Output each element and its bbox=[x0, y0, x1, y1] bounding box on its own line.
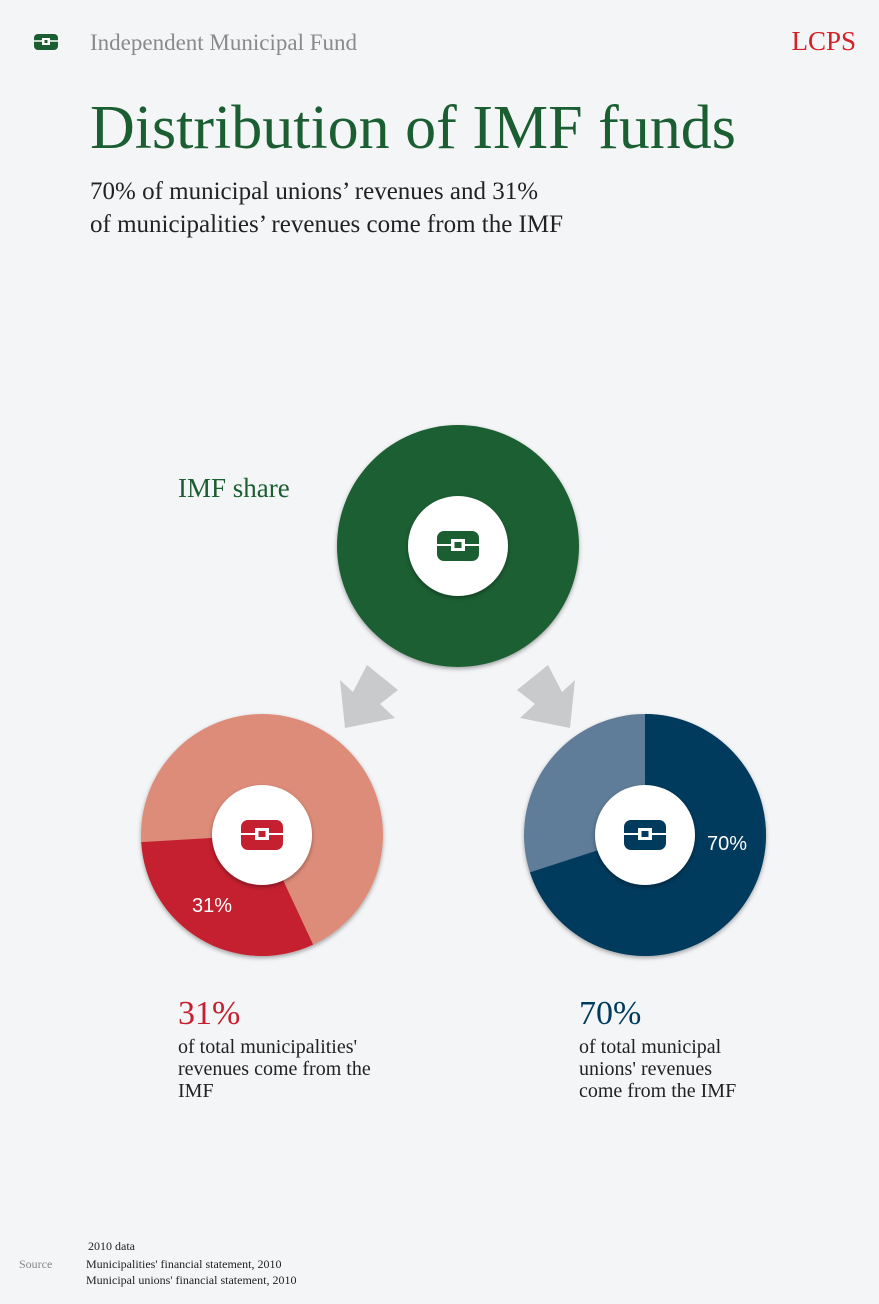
brand: LCPS bbox=[791, 26, 856, 56]
arrow bbox=[340, 665, 398, 728]
callout-value: 70% bbox=[579, 995, 641, 1032]
chest-keyhole bbox=[258, 831, 266, 837]
chest-icon bbox=[624, 820, 666, 850]
title: Distribution of IMF funds bbox=[90, 94, 736, 162]
source-line: 2010 data bbox=[88, 1239, 136, 1253]
chest-icon bbox=[241, 820, 283, 850]
slice-label: 31% bbox=[192, 895, 232, 917]
source-line: Municipalities' financial statement, 201… bbox=[86, 1257, 281, 1271]
callout-note: IMF bbox=[178, 1080, 214, 1102]
callout-note: of total municipal bbox=[579, 1036, 722, 1058]
section-name: Independent Municipal Fund bbox=[90, 30, 358, 55]
share-label: IMF share bbox=[178, 473, 290, 503]
callout-note: revenues come from the bbox=[178, 1058, 371, 1080]
subtitle-line: of municipalities’ revenues come from th… bbox=[90, 211, 563, 238]
arrow bbox=[517, 665, 575, 728]
callout-value: 31% bbox=[178, 995, 240, 1032]
callout-note: come from the IMF bbox=[579, 1080, 736, 1102]
chest-keyhole bbox=[641, 831, 649, 837]
subtitle-line: 70% of municipal unions’ revenues and 31… bbox=[90, 178, 538, 205]
source-line: Municipal unions' financial statement, 2… bbox=[86, 1273, 296, 1287]
chest-icon bbox=[437, 531, 479, 561]
callout-note: unions' revenues bbox=[579, 1058, 712, 1080]
source-label: Source bbox=[19, 1257, 52, 1271]
callout-note: of total municipalities' bbox=[178, 1036, 357, 1058]
header-icon bbox=[34, 34, 58, 50]
slice-label: 70% bbox=[707, 833, 747, 855]
